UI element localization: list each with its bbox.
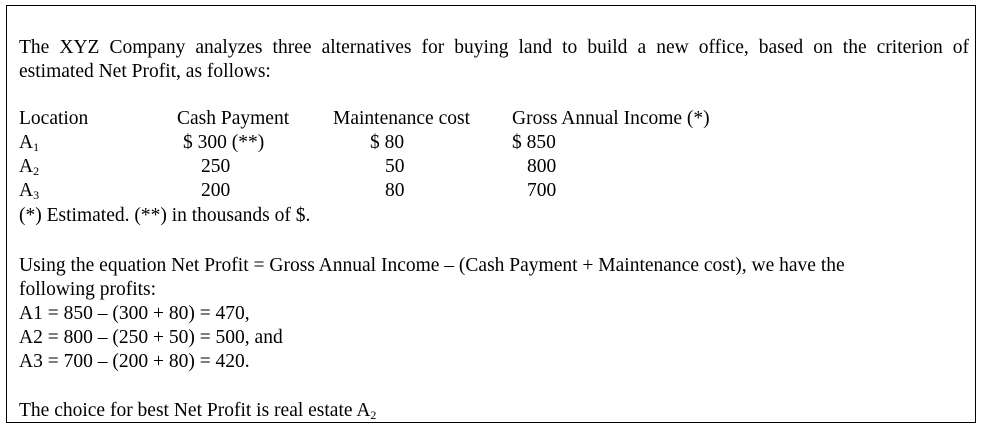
header-maintenance-cost: Maintenance cost — [333, 108, 470, 129]
calc-a3: A3 = 700 – (200 + 80) = 420. — [19, 351, 250, 372]
row-income-a1: $ 850 — [512, 132, 556, 153]
row-location-a3: A3 — [19, 180, 40, 202]
row-income-a3: 700 — [527, 180, 557, 201]
row-income-a2: 800 — [527, 156, 557, 177]
document-frame — [6, 5, 976, 423]
header-gross-annual-income: Gross Annual Income (*) — [512, 108, 710, 129]
header-location: Location — [19, 108, 89, 129]
intro-line-2: estimated Net Profit, as follows: — [19, 61, 271, 82]
calc-a2: A2 = 800 – (250 + 50) = 500, and — [19, 327, 283, 348]
row-location-a1: A1 — [19, 132, 40, 154]
intro-paragraph: The XYZ Company analyzes three alternati… — [19, 36, 969, 84]
row-cash-a3: 200 — [201, 180, 231, 201]
header-cash-payment: Cash Payment — [177, 108, 290, 129]
conclusion: The choice for best Net Profit is real e… — [19, 400, 377, 422]
row-maintenance-a3: 80 — [385, 180, 405, 201]
intro-line-1: The XYZ Company analyzes three alternati… — [19, 37, 969, 58]
row-maintenance-a1: $ 80 — [370, 132, 405, 153]
row-cash-a1: $ 300 (**) — [183, 132, 265, 153]
row-location-a2: A2 — [19, 156, 40, 178]
row-cash-a2: 250 — [201, 156, 231, 177]
equation-paragraph: Using the equation Net Profit = Gross An… — [19, 254, 969, 374]
equation-line-2: following profits: — [19, 279, 157, 300]
row-maintenance-a2: 50 — [385, 156, 405, 177]
calc-a1: A1 = 850 – (300 + 80) = 470, — [19, 303, 250, 324]
table-footnote: (*) Estimated. (**) in thousands of $. — [19, 205, 311, 226]
equation-line-1: Using the equation Net Profit = Gross An… — [19, 255, 845, 276]
